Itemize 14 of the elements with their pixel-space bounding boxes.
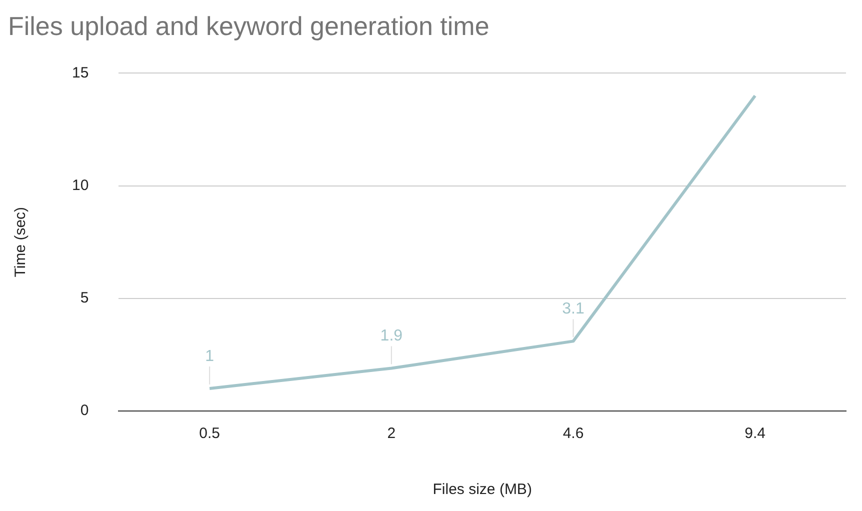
y-tick-label: 15 [72,64,89,82]
x-tick-label: 0.5 [199,425,220,442]
x-axis-title: Files size (MB) [432,481,532,498]
x-tick-label: 9.4 [744,425,766,442]
x-tick-label: 2 [387,425,396,442]
data-label: 1.9 [380,328,403,345]
y-axis-title: Time (sec) [12,206,30,278]
x-tick-label: 4.6 [562,425,584,442]
data-label: 3.1 [562,300,584,318]
data-label: 1 [205,348,214,365]
y-tick-label: 0 [80,402,89,420]
y-tick-label: 10 [72,176,89,194]
chart-title: Files upload and keyword generation time [8,10,490,41]
y-tick-label: 5 [80,290,89,307]
